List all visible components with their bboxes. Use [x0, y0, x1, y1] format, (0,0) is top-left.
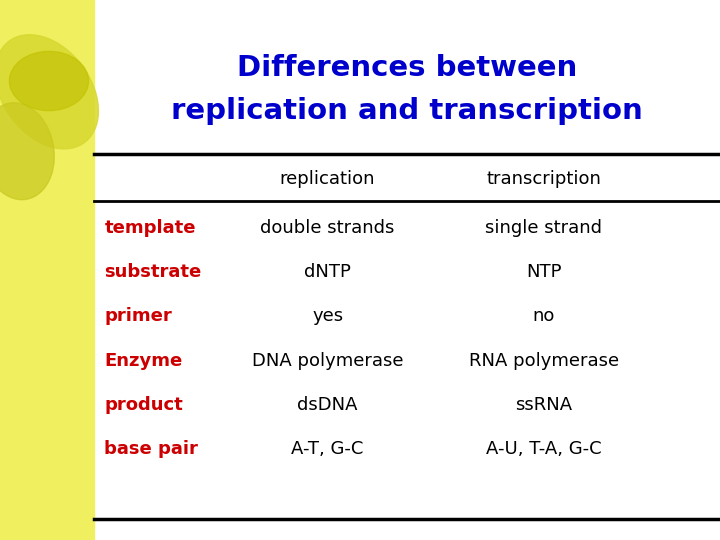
Circle shape: [9, 51, 89, 111]
Text: substrate: substrate: [104, 263, 202, 281]
Text: Enzyme: Enzyme: [104, 352, 183, 370]
Text: DNA polymerase: DNA polymerase: [252, 352, 403, 370]
Text: product: product: [104, 396, 183, 414]
Text: replication: replication: [280, 170, 375, 188]
Text: template: template: [104, 219, 196, 237]
Text: NTP: NTP: [526, 263, 562, 281]
Text: A-U, T-A, G-C: A-U, T-A, G-C: [486, 440, 601, 458]
Text: RNA polymerase: RNA polymerase: [469, 352, 618, 370]
Text: Differences between: Differences between: [237, 53, 577, 82]
Ellipse shape: [0, 35, 99, 149]
Text: single strand: single strand: [485, 219, 602, 237]
Ellipse shape: [0, 103, 54, 200]
Text: transcription: transcription: [486, 170, 601, 188]
Text: ssRNA: ssRNA: [515, 396, 572, 414]
Text: primer: primer: [104, 307, 172, 326]
Text: dsDNA: dsDNA: [297, 396, 358, 414]
Text: yes: yes: [312, 307, 343, 326]
Text: no: no: [532, 307, 555, 326]
Text: base pair: base pair: [104, 440, 198, 458]
Text: dNTP: dNTP: [304, 263, 351, 281]
Text: double strands: double strands: [261, 219, 395, 237]
FancyBboxPatch shape: [0, 0, 94, 540]
Text: replication and transcription: replication and transcription: [171, 97, 643, 125]
Text: A-T, G-C: A-T, G-C: [292, 440, 364, 458]
